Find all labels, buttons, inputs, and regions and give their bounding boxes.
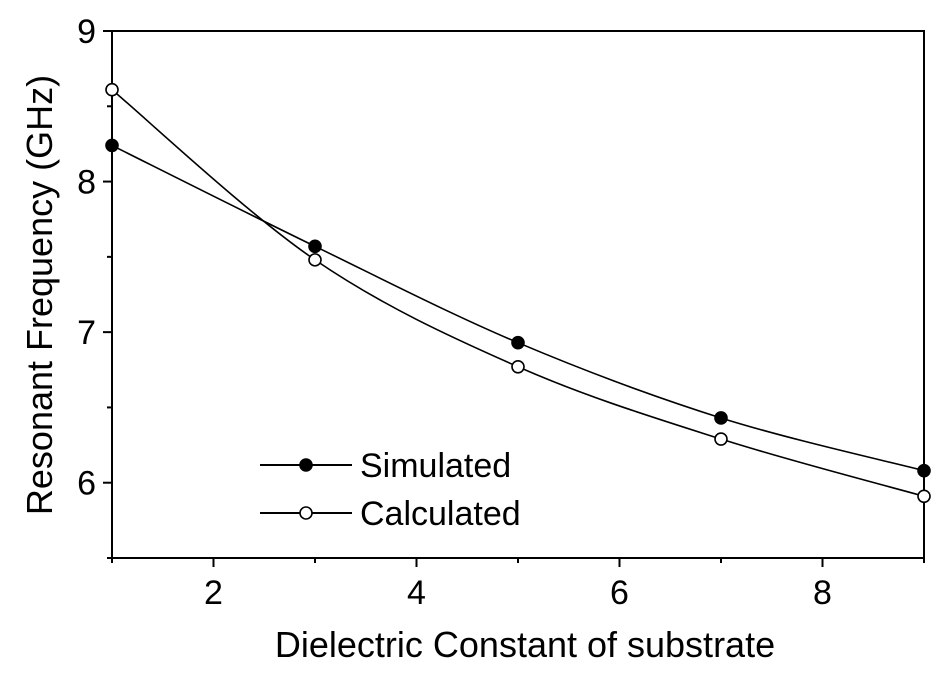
data-point — [714, 432, 728, 446]
y-axis-title: Resonant Frequency (GHz) — [19, 75, 60, 515]
x-axis: 2 4 6 8 — [111, 558, 925, 612]
x-tick-label: 8 — [813, 574, 832, 612]
y-tick-label: 9 — [77, 13, 96, 51]
data-point — [105, 138, 119, 153]
plot-frame — [111, 30, 925, 559]
y-tick-label: 8 — [77, 164, 96, 202]
legend-label: Calculated — [360, 495, 521, 533]
y-tick-label: 6 — [77, 465, 96, 503]
series-line — [111, 144, 925, 472]
x-tick-label: 2 — [204, 574, 223, 612]
plot-area — [111, 30, 925, 559]
data-point — [511, 335, 525, 350]
data-point — [105, 82, 119, 97]
data-point — [917, 463, 931, 478]
x-axis-title: Dielectric Constant of substrate — [275, 624, 775, 665]
series-simulated — [105, 138, 931, 478]
legend-marker — [299, 506, 313, 520]
series-line — [111, 89, 925, 498]
data-point — [714, 411, 728, 425]
x-tick-label: 4 — [407, 574, 426, 612]
data-point — [511, 359, 525, 374]
series-calculated — [105, 82, 931, 504]
y-tick-label: 7 — [77, 314, 96, 352]
legend-label: Simulated — [360, 447, 511, 485]
data-point — [308, 253, 322, 267]
y-axis: 6 7 8 9 — [77, 13, 112, 559]
data-point — [308, 239, 322, 254]
data-point — [917, 489, 931, 504]
series-layer — [105, 82, 931, 504]
legend: Simulated Calculated — [260, 447, 521, 533]
legend-marker — [299, 458, 313, 472]
x-tick-label: 6 — [610, 574, 629, 612]
